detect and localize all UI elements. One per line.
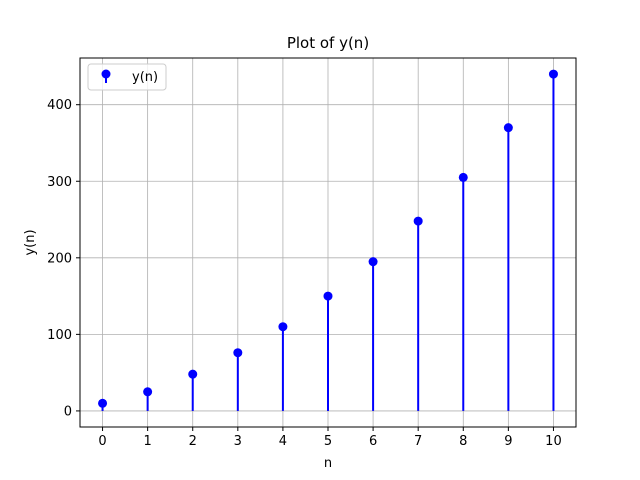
stem-series bbox=[98, 69, 558, 411]
y-tick-label: 400 bbox=[47, 98, 72, 113]
x-tick-label: 10 bbox=[545, 434, 562, 449]
x-tick-label: 9 bbox=[504, 434, 512, 449]
x-tick-label: 2 bbox=[189, 434, 197, 449]
stem-marker bbox=[98, 398, 108, 408]
legend-marker bbox=[101, 69, 111, 79]
x-tick-label: 5 bbox=[324, 434, 332, 449]
stem-marker bbox=[503, 123, 513, 133]
legend: y(n) bbox=[87, 63, 167, 91]
stem-marker bbox=[458, 172, 468, 182]
stem-marker bbox=[188, 369, 198, 379]
x-axis-label: n bbox=[324, 456, 332, 471]
chart-title: Plot of y(n) bbox=[287, 34, 369, 52]
stem-marker bbox=[548, 69, 558, 79]
stem-marker bbox=[278, 322, 288, 332]
y-axis-label: y(n) bbox=[23, 229, 38, 255]
y-tick-label: 200 bbox=[47, 251, 72, 266]
stem-marker bbox=[233, 348, 243, 358]
x-tick-label: 8 bbox=[459, 434, 467, 449]
stem-marker bbox=[368, 257, 378, 267]
y-tick-label: 100 bbox=[47, 328, 72, 343]
stem-marker bbox=[323, 291, 333, 301]
x-tick-label: 7 bbox=[414, 434, 422, 449]
x-tick-label: 4 bbox=[279, 434, 287, 449]
x-tick-label: 1 bbox=[143, 434, 151, 449]
stem-marker bbox=[413, 216, 423, 226]
x-tick-label: 0 bbox=[98, 434, 106, 449]
y-tick-label: 0 bbox=[64, 404, 72, 419]
legend-label: y(n) bbox=[132, 70, 158, 85]
x-tick-label: 3 bbox=[234, 434, 242, 449]
stem-marker bbox=[143, 387, 153, 397]
y-tick-label: 300 bbox=[47, 175, 72, 190]
x-tick-label: 6 bbox=[369, 434, 377, 449]
